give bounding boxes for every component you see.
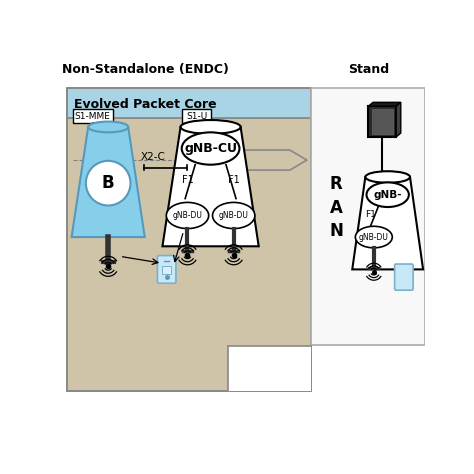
Ellipse shape [88,121,128,132]
Polygon shape [163,127,259,246]
Ellipse shape [181,120,241,134]
Ellipse shape [212,202,255,228]
FancyArrow shape [222,150,307,170]
Text: Stand: Stand [348,63,389,76]
Text: S1-U: S1-U [186,112,207,121]
Bar [228,346,311,391]
Text: gNB-: gNB- [374,190,402,200]
Polygon shape [368,102,401,106]
Bar [66,89,311,118]
Text: gNB-CU: gNB-CU [184,142,237,155]
Text: S1-MME: S1-MME [75,112,111,121]
Text: Evolved Packet Core: Evolved Packet Core [74,98,217,111]
Text: R
A
N: R A N [329,175,343,240]
FancyBboxPatch shape [157,255,176,283]
Text: F1: F1 [365,210,376,219]
Bar [66,118,311,391]
Bar [73,109,113,123]
Text: gNB-DU: gNB-DU [173,211,202,220]
Bar [182,109,211,123]
Ellipse shape [356,226,392,248]
Text: B: B [102,174,115,192]
Bar [368,106,396,137]
Ellipse shape [86,161,130,206]
Text: gNB-DU: gNB-DU [219,211,249,220]
Bar [311,89,425,345]
Text: X2-C: X2-C [140,152,165,162]
Polygon shape [352,177,423,269]
Polygon shape [396,102,401,137]
Text: F1: F1 [228,175,239,185]
Ellipse shape [365,171,410,183]
Text: F1: F1 [182,175,193,185]
Text: gNB-DU: gNB-DU [359,233,389,242]
Bar [372,109,393,134]
Ellipse shape [366,182,409,207]
FancyBboxPatch shape [395,264,413,290]
Ellipse shape [166,202,209,228]
Bar [162,266,171,274]
Ellipse shape [182,132,239,164]
Text: Non-Standalone (ENDC): Non-Standalone (ENDC) [62,63,228,76]
Bar [66,89,311,391]
Polygon shape [72,127,145,237]
